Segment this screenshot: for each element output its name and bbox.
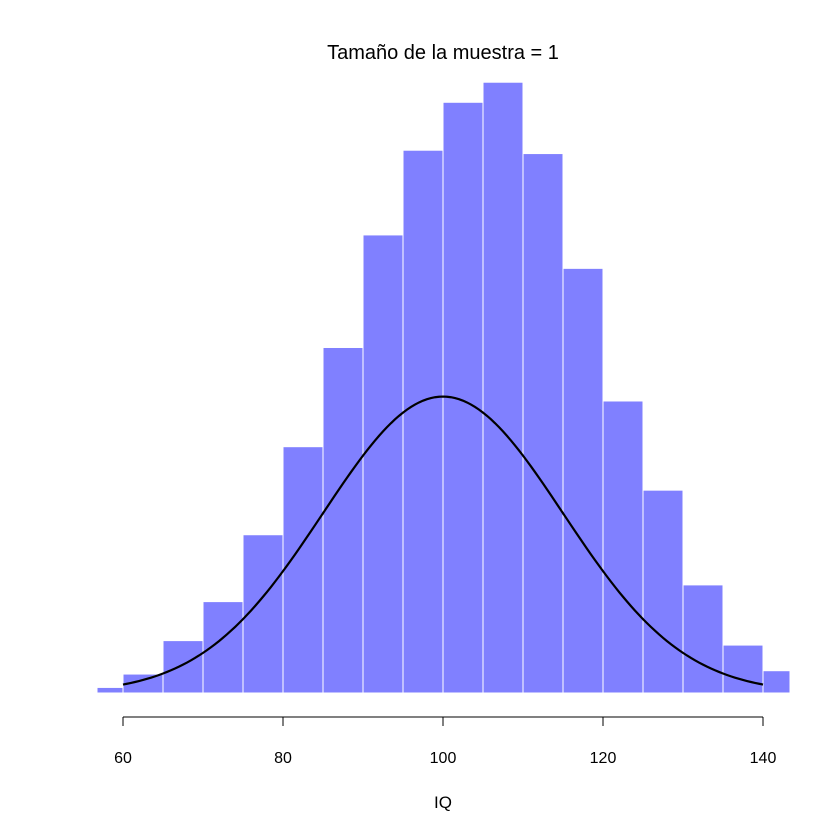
histogram-bar xyxy=(402,149,444,694)
x-axis: 60 80 100 120 140 xyxy=(114,716,777,767)
x-tick-label: 140 xyxy=(750,750,777,767)
x-tick-label: 120 xyxy=(590,750,617,767)
histogram-bar xyxy=(362,234,404,694)
histogram-bar xyxy=(482,81,524,694)
normal-density-curve xyxy=(122,395,764,686)
histogram-bar xyxy=(282,446,324,694)
x-axis-label: IQ xyxy=(434,793,452,812)
chart-title: Tamaño de la muestra = 1 xyxy=(327,42,559,64)
x-tick-label: 80 xyxy=(274,750,292,767)
histogram-bar xyxy=(322,346,364,694)
histogram-bar xyxy=(96,686,124,694)
histogram-bar xyxy=(682,584,724,694)
histogram-bar xyxy=(602,400,644,694)
histogram-bar xyxy=(162,640,204,694)
histogram-bar xyxy=(242,534,284,694)
histogram-bar xyxy=(202,601,244,694)
histogram-bar xyxy=(642,489,684,694)
histogram-bar xyxy=(522,153,564,694)
x-tick-label: 100 xyxy=(430,750,457,767)
histogram-bar xyxy=(562,267,604,694)
x-tick-label: 60 xyxy=(114,750,132,767)
histogram-bars xyxy=(96,81,791,694)
histogram-bar xyxy=(722,644,764,694)
histogram-bar xyxy=(762,670,791,694)
